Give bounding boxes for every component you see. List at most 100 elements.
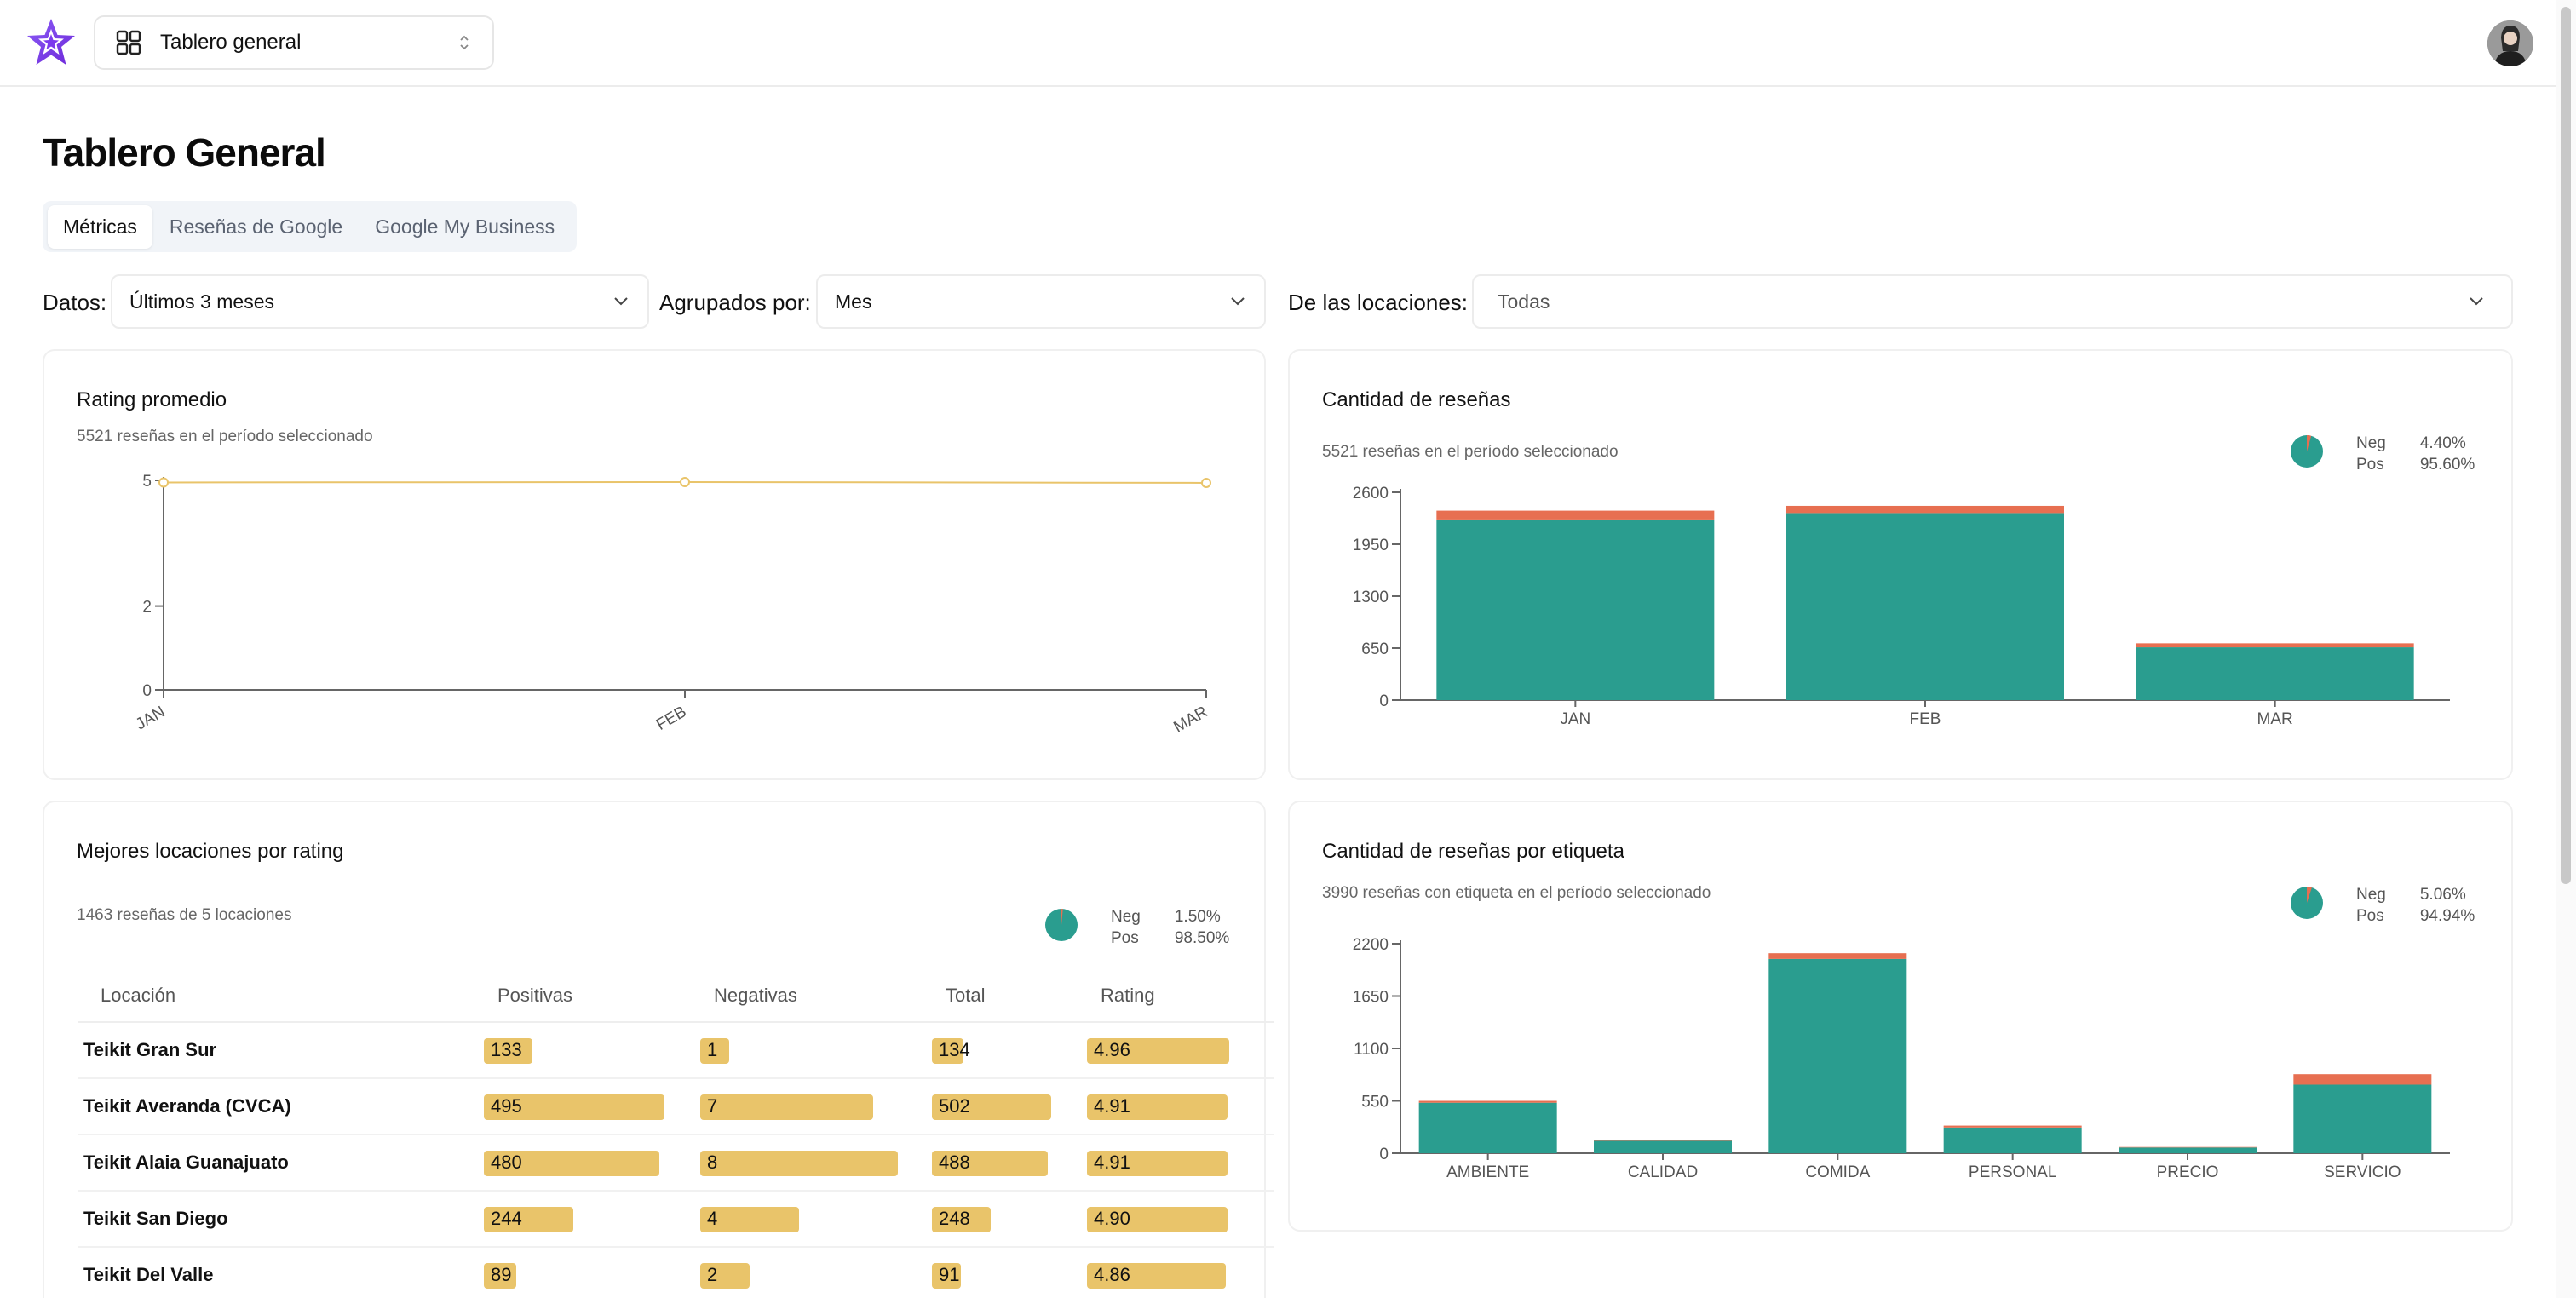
column-header-locacion[interactable]: Locación xyxy=(78,969,475,1023)
value-bar-neg xyxy=(700,1038,729,1064)
bar-positive[interactable] xyxy=(2119,1147,2257,1153)
legend-pos-label: Pos xyxy=(2356,456,2384,474)
value-total: 488 xyxy=(939,1152,970,1173)
bar-positive[interactable] xyxy=(1943,1127,2082,1153)
cell-total: 502 xyxy=(923,1078,1078,1135)
table-row[interactable]: Teikit Del Valle 89 2 91 4.86 xyxy=(78,1247,1274,1298)
bar-positive[interactable] xyxy=(2293,1084,2432,1153)
locaciones-select[interactable]: Todas xyxy=(1472,274,2513,329)
table-row[interactable]: Teikit Averanda (CVCA) 495 7 502 4.91 xyxy=(78,1078,1274,1135)
reviews-bar-chart: 0 650 1300 1950 2600 JAN FEB MAR xyxy=(1353,485,2450,728)
x-tick-label: FEB xyxy=(1910,710,1941,728)
value-rating: 4.90 xyxy=(1094,1208,1130,1229)
x-tick-label: MAR xyxy=(1170,703,1210,736)
cell-pos: 480 xyxy=(475,1134,692,1192)
datos-label: Datos: xyxy=(43,290,107,315)
page-title: Tablero General xyxy=(43,130,326,175)
legend-pos-label: Pos xyxy=(2356,907,2384,925)
bar-negative[interactable] xyxy=(1594,1140,1732,1141)
bar-positive[interactable] xyxy=(1594,1140,1732,1153)
legend-neg-pct: 1.50% xyxy=(1174,908,1221,926)
cell-neg: 4 xyxy=(692,1191,923,1248)
reviews-legend: Neg Pos 4.40% 95.60% xyxy=(2290,433,2475,475)
table-row[interactable]: Teikit San Diego 244 4 248 4.90 xyxy=(78,1191,1274,1248)
tab-google-my-business[interactable]: Google My Business xyxy=(375,215,555,238)
datos-select[interactable]: Últimos 3 meses xyxy=(111,274,649,329)
star-logo-icon[interactable] xyxy=(24,15,78,70)
value-bar-pos xyxy=(484,1207,573,1232)
location-name: Teikit San Diego xyxy=(78,1191,475,1248)
locations-table: Locación Positivas Negativas Total Ratin… xyxy=(78,969,1274,1298)
value-neg: 8 xyxy=(707,1152,718,1173)
value-bar-pos xyxy=(484,1094,664,1120)
reviews-card-subtitle: 5521 reseñas en el período seleccionado xyxy=(1322,443,1619,461)
sentiment-pie-icon xyxy=(2291,435,2323,468)
page-scrollbar[interactable] xyxy=(2556,0,2576,1298)
value-rating: 4.86 xyxy=(1094,1264,1130,1285)
value-pos: 495 xyxy=(491,1095,522,1117)
bar-negative[interactable] xyxy=(1786,505,2064,514)
locations-card-title: Mejores locaciones por rating xyxy=(77,840,344,863)
bar-positive[interactable] xyxy=(1418,1102,1557,1153)
pie-slice-neg xyxy=(2307,435,2312,451)
bar-negative[interactable] xyxy=(1768,953,1907,959)
cell-neg: 8 xyxy=(692,1134,923,1192)
workspace-select[interactable]: Tablero general xyxy=(94,15,494,70)
locations-card-subtitle: 1463 reseñas de 5 locaciones xyxy=(77,906,292,924)
bar-negative[interactable] xyxy=(2119,1146,2257,1148)
cell-pos: 89 xyxy=(475,1247,692,1298)
value-neg: 7 xyxy=(707,1095,718,1117)
bar-negative[interactable] xyxy=(2293,1074,2432,1085)
chevron-down-icon xyxy=(1231,297,1245,306)
agrupados-select[interactable]: Mes xyxy=(816,274,1266,329)
bar-positive[interactable] xyxy=(2136,647,2414,700)
location-name: Teikit Averanda (CVCA) xyxy=(78,1078,475,1135)
value-pos: 480 xyxy=(491,1152,522,1173)
column-header-total[interactable]: Total xyxy=(923,969,1078,1023)
column-header-negativas[interactable]: Negativas xyxy=(692,969,923,1023)
column-header-positivas[interactable]: Positivas xyxy=(475,969,692,1023)
scrollbar-thumb[interactable] xyxy=(2561,7,2571,884)
y-tick-label: 2 xyxy=(142,599,152,617)
rating-point[interactable] xyxy=(680,476,690,487)
bar-negative[interactable] xyxy=(1943,1125,2082,1128)
cell-neg: 1 xyxy=(692,1022,923,1079)
bar-positive[interactable] xyxy=(1436,519,1715,700)
y-tick-label: 1650 xyxy=(1353,989,1389,1007)
cell-rating: 4.91 xyxy=(1078,1078,1274,1135)
x-tick-label: SERVICIO xyxy=(2324,1163,2401,1181)
tags-card-subtitle: 3990 reseñas con etiqueta en el período … xyxy=(1322,884,1711,902)
tab-bar: Métricas Reseñas de Google Google My Bus… xyxy=(43,201,578,252)
y-tick-label: 5 xyxy=(142,473,152,491)
x-tick-label: CALIDAD xyxy=(1628,1163,1698,1181)
table-row[interactable]: Teikit Gran Sur 133 1 134 4.96 xyxy=(78,1022,1274,1079)
value-bar-total xyxy=(932,1151,1049,1176)
x-tick-label: PERSONAL xyxy=(1969,1163,2056,1181)
bar-negative[interactable] xyxy=(1436,510,1715,520)
bar-negative[interactable] xyxy=(2136,643,2414,648)
y-tick-label: 0 xyxy=(1379,1146,1389,1163)
locaciones-label: De las locaciones: xyxy=(1288,290,1468,315)
bar-negative[interactable] xyxy=(1418,1100,1557,1103)
rating-line-chart: 0 2 5 JAN FEB MAR xyxy=(133,473,1211,737)
x-tick-label: PRECIO xyxy=(2157,1163,2219,1181)
legend-pos-pct: 95.60% xyxy=(2419,456,2475,474)
user-avatar[interactable] xyxy=(2487,20,2533,66)
table-row[interactable]: Teikit Alaia Guanajuato 480 8 488 4.91 xyxy=(78,1134,1274,1192)
cell-total: 488 xyxy=(923,1134,1078,1192)
rating-point[interactable] xyxy=(158,477,169,488)
y-tick-label: 550 xyxy=(1361,1094,1389,1111)
bar-positive[interactable] xyxy=(1768,958,1907,1153)
column-header-rating[interactable]: Rating xyxy=(1078,969,1274,1023)
tab-metricas[interactable]: Métricas xyxy=(48,204,152,249)
rating-point[interactable] xyxy=(1201,477,1211,488)
location-name: Teikit Alaia Guanajuato xyxy=(78,1134,475,1192)
value-bar-total xyxy=(932,1038,964,1064)
y-tick-label: 2600 xyxy=(1353,485,1389,503)
y-tick-label: 650 xyxy=(1361,640,1389,658)
bar-positive[interactable] xyxy=(1786,513,2064,700)
tags-card: Cantidad de reseñas por etiqueta 3990 re… xyxy=(1288,801,2513,1232)
tab-resenas-google[interactable]: Reseñas de Google xyxy=(169,215,343,238)
tags-legend: Neg Pos 5.06% 94.94% xyxy=(2290,884,2475,927)
value-bar-rating xyxy=(1087,1094,1228,1120)
